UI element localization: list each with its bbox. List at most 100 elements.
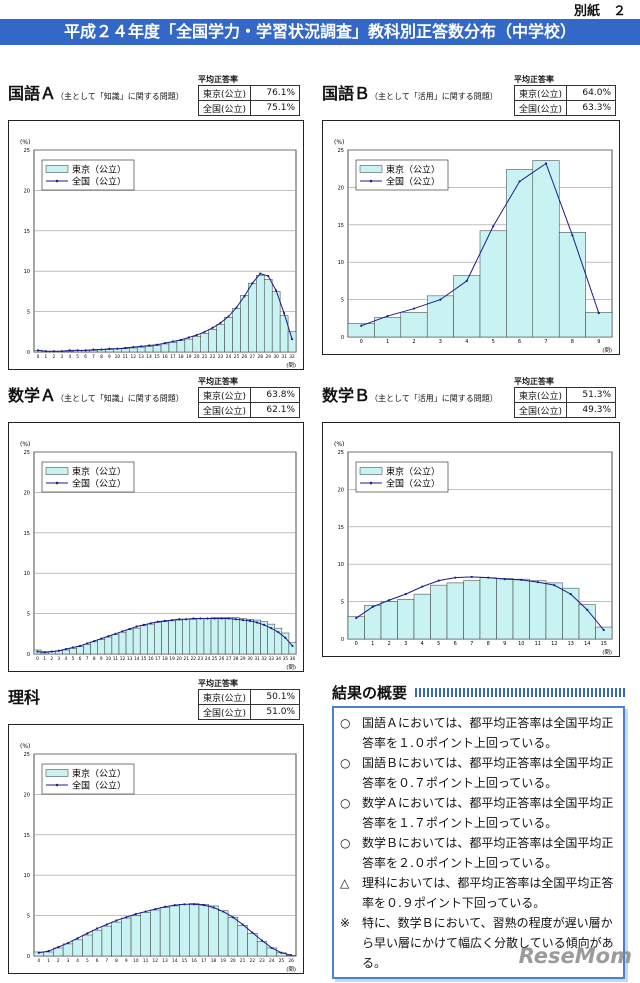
subject: 数学Ａ [8,386,57,405]
score-row: 全国(公立) 49.3% [513,402,616,418]
line-point [263,623,266,627]
panel-title: 理科 [8,684,40,708]
legend-label: 東京（公立） [72,466,126,478]
x-tick-label: 36 [290,656,296,662]
line-point [212,906,215,909]
x-tick-label: 4 [68,354,71,360]
x-tick-label: 21 [184,656,190,662]
score-row: 東京(公立) 64.0% [513,85,616,101]
subject-note: （主として「活用」に関する問題） [370,394,498,403]
subject-note: （主として「知識」に関する問題） [56,394,184,403]
line-point [290,337,294,341]
line-point [57,946,60,949]
bar [446,582,464,640]
chart-panel: 国語Ｂ（主として「活用」に関する問題） 平均正答率 東京(公立) 64.0% 全国(公立… [322,74,620,355]
bar [217,617,226,655]
x-tick-label: 9 [100,656,103,662]
score-table: 東京(公立) 51.3% 全国(公立) 49.3% [513,387,616,418]
x-tick-label: 2 [52,354,55,360]
line-point [439,298,442,301]
bar [397,599,415,640]
x-tick-label: 12 [120,656,126,662]
x-tick-label: 1 [45,354,48,360]
line-point [132,346,135,349]
bar [161,621,169,655]
x-tick-label: 31 [281,354,287,360]
line-point [115,919,118,922]
line-point [412,307,416,310]
summary-title: 結果の概要 [332,683,408,702]
x-tick-label: 35 [283,656,289,662]
panel-header: 国語Ｂ（主として「活用」に関する問題） 平均正答率 東京(公立) 64.0% 全国(公立… [322,74,620,120]
summary-item: △ 理科においては、都平均正答率は全国平均正答率を０.９ポイント下回っている。 [340,873,617,913]
bar [585,312,613,338]
line-point [76,349,79,352]
legend-label: 全国（公立） [72,176,126,188]
score-cell: 全国(公立) [197,100,252,116]
line-point [78,644,82,648]
y-tick-label: 5 [341,600,344,606]
x-tick-label: 12 [551,641,557,647]
line-point [602,628,605,632]
bar [380,601,398,640]
score-cell: 50.1% [250,689,300,705]
bar [562,587,580,640]
score-cell: 76.1% [250,85,300,101]
legend-dot [55,179,59,183]
bar [479,230,507,338]
x-tick-label: 29 [240,656,246,662]
x-tick-label: 32 [289,354,295,360]
x-tick-label: 17 [201,958,207,964]
line-point [192,617,195,620]
line-point [284,636,287,639]
legend-swatch [359,165,383,173]
x-tick-label: 10 [115,354,121,360]
x-tick-label: 23 [259,958,265,964]
line-point [211,326,214,329]
line-point [86,642,89,645]
bar [271,291,281,353]
x-tick-label: 20 [194,354,200,360]
legend-label: 全国（公立） [386,478,440,490]
line-point [227,617,230,620]
bar [227,916,239,957]
panel-title: 国語Ａ（主として「知識」に関する問題） [8,80,184,104]
line-series [361,162,600,327]
bar [224,317,233,353]
panel-header: 国語Ａ（主として「知識」に関する問題） 平均正答率 東京(公立) 76.1% 全国(公立… [8,74,304,120]
line-point [36,349,40,352]
bar [97,639,106,655]
subject: 国語Ａ [8,84,57,103]
x-tick-label: 1 [43,656,46,662]
x-tick-label: 3 [60,354,63,360]
bar [430,584,448,640]
x-tick-label: 30 [247,656,253,662]
line-point [270,946,273,950]
page-title: 平成２４年度「全国学力・学習状況調査」教科別正答数分布（中学校） [0,19,640,45]
y-tick-label: 10 [338,562,344,568]
bar [239,618,247,655]
x-tick-label: 16 [162,354,168,360]
score-cell: 51.3% [566,387,616,403]
bar [453,275,481,338]
x-tick-label: 5 [86,958,89,964]
subject: 数学Ｂ [322,386,371,405]
line-point [404,593,407,596]
line-point [213,617,216,620]
y-tick-label: 5 [341,298,344,304]
x-tick-label: 26 [219,656,225,662]
score-table: 東京(公立) 76.1% 全国(公立) 75.1% [197,85,300,116]
y-tick-label: 20 [338,487,344,493]
line-point [241,618,244,622]
bar [82,934,93,957]
y-axis-label: (%) [334,441,344,448]
bar [189,903,200,957]
line-point [202,903,205,907]
x-tick-label: 17 [155,656,161,662]
line-point [355,616,358,620]
x-tick-label: 1 [371,641,374,647]
bar [76,646,84,655]
x-tick-label: 15 [141,656,147,662]
x-tick-label: 12 [153,958,159,964]
